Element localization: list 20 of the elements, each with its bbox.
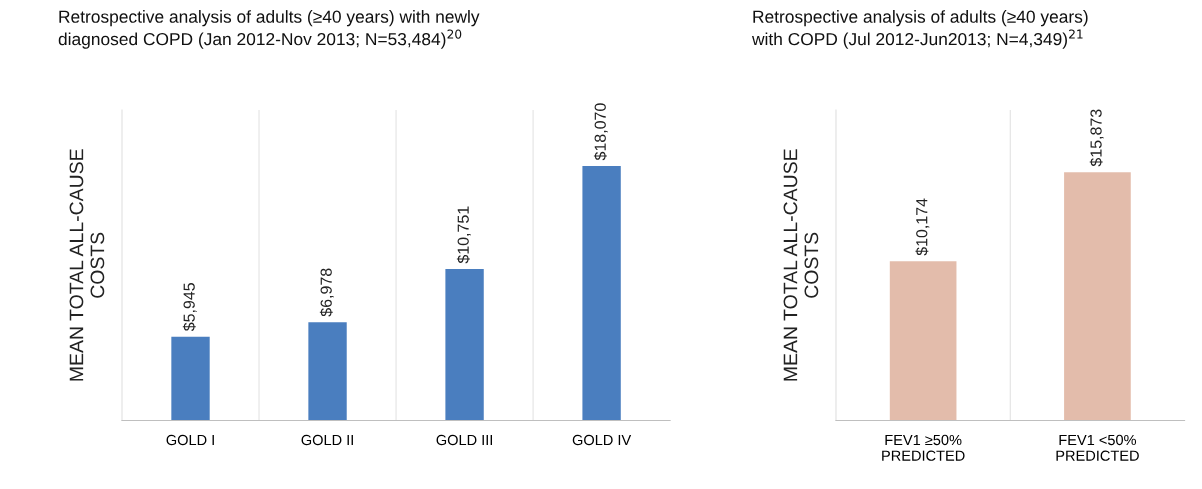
data-label: $15,873 [1089, 109, 1104, 167]
data-label: $18,070 [593, 103, 608, 161]
data-label: $10,751 [456, 206, 471, 264]
x-tick-label: FEV1 <50% PREDICTED [1056, 434, 1139, 461]
x-tick-label: GOLD III [436, 434, 492, 446]
y-axis-title: MEAN TOTAL ALL-CAUSE COSTS [783, 149, 819, 381]
data-label: $5,945 [182, 283, 197, 332]
data-label: $6,978 [319, 268, 334, 317]
bar [308, 322, 347, 421]
x-tick-label: FEV1 ≥50% PREDICTED [882, 434, 965, 461]
bar [445, 269, 484, 421]
x-tick-label: GOLD IV [572, 434, 632, 446]
chart-title: Retrospective analysis of adults (≥40 years) with COPD (Jul 2012-Jun2013; N=4,349)$^{21}$ [751, 10, 1088, 49]
y-axis-title: MEAN TOTAL ALL-CAUSE COSTS [69, 149, 105, 381]
chart-title: Retrospective analysis of adults (≥40 years) with newly diagnosed COPD (Jan 2012-Nov 2013; N=53,484)$^{20}$ [58, 10, 480, 49]
bar [582, 166, 621, 421]
data-label: $10,174 [915, 198, 930, 256]
bar [171, 336, 210, 421]
x-tick-label: GOLD I [166, 434, 214, 446]
x-tick-label: GOLD II [301, 434, 353, 446]
